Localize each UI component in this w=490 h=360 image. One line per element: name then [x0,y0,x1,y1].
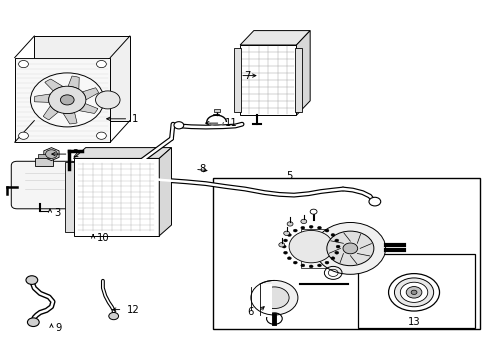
Circle shape [27,318,39,327]
Polygon shape [63,112,77,124]
Circle shape [331,257,335,260]
Polygon shape [34,36,130,121]
Text: 11: 11 [224,118,237,128]
Bar [240,45,296,115]
Bar [214,109,220,112]
Bar [234,48,241,112]
Circle shape [289,230,333,263]
Polygon shape [45,79,63,91]
Circle shape [26,276,38,284]
Text: 13: 13 [408,317,420,327]
FancyBboxPatch shape [11,161,77,209]
Circle shape [288,234,292,237]
Polygon shape [44,148,59,161]
Circle shape [318,264,321,267]
Polygon shape [15,58,110,142]
Circle shape [325,261,329,264]
Circle shape [343,243,358,254]
Bar [213,178,480,329]
Circle shape [301,219,307,224]
Polygon shape [34,94,50,102]
Circle shape [109,312,119,320]
Polygon shape [301,229,331,268]
Circle shape [287,222,293,226]
Circle shape [284,251,288,254]
Circle shape [251,280,298,315]
Circle shape [301,264,305,267]
Circle shape [284,231,290,235]
Polygon shape [43,106,58,120]
Circle shape [318,226,321,229]
Text: 7: 7 [244,71,250,81]
Polygon shape [74,148,172,158]
Circle shape [394,278,434,307]
Circle shape [19,60,28,68]
Text: 8: 8 [199,164,205,174]
Polygon shape [247,284,272,317]
Bar [295,48,302,112]
Circle shape [369,197,381,206]
Circle shape [96,91,120,109]
Text: 10: 10 [97,233,110,243]
Circle shape [294,261,297,264]
Circle shape [406,287,422,298]
Bar [65,162,74,232]
Circle shape [310,209,317,214]
Circle shape [301,226,305,229]
Circle shape [331,234,335,237]
Circle shape [97,132,106,139]
Circle shape [335,251,339,254]
Polygon shape [82,88,98,100]
Bar [38,154,50,158]
Circle shape [279,243,285,247]
Circle shape [309,265,313,268]
Text: 1: 1 [132,114,139,124]
Text: 5: 5 [286,171,293,181]
Circle shape [282,245,286,248]
Circle shape [284,239,288,242]
Text: 3: 3 [54,208,60,218]
Circle shape [97,60,106,68]
Polygon shape [68,76,79,89]
Circle shape [335,239,339,242]
Polygon shape [79,104,98,113]
Circle shape [174,122,184,129]
Circle shape [336,245,340,248]
Circle shape [288,257,292,260]
Circle shape [315,222,386,274]
Polygon shape [296,31,310,115]
Bar [358,254,475,328]
Circle shape [260,287,289,309]
Text: 12: 12 [126,305,139,315]
Circle shape [19,132,28,139]
Text: 2: 2 [73,149,79,159]
Polygon shape [159,148,171,236]
Bar [74,158,159,236]
Bar [35,158,53,166]
Circle shape [400,282,428,302]
Polygon shape [240,31,310,45]
Circle shape [325,229,329,232]
Circle shape [294,229,297,232]
Circle shape [30,73,104,127]
Circle shape [46,150,57,158]
Circle shape [389,274,440,311]
Circle shape [411,290,417,294]
Circle shape [49,86,86,114]
Circle shape [327,231,374,266]
Text: 6: 6 [247,307,254,318]
Text: 9: 9 [55,323,62,333]
Circle shape [309,225,313,228]
Circle shape [60,95,74,105]
